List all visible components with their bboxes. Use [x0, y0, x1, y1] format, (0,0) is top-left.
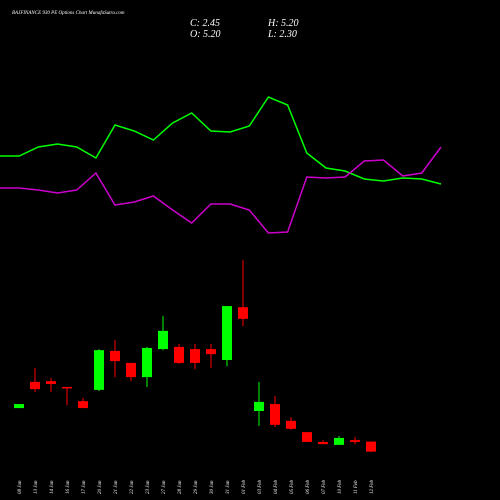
indicator-line [0, 96, 442, 185]
candle-body [174, 346, 184, 363]
x-tick-label: 08 Jan [18, 480, 23, 494]
candle-body [238, 307, 248, 319]
candle-body [94, 350, 104, 390]
x-tick-label: 17 Jan [82, 480, 87, 494]
indicator-line [0, 146, 442, 234]
ohlc-low: L: 2.30 [267, 29, 297, 40]
candle-body [142, 347, 152, 378]
x-tick-label: 01 Feb [242, 479, 247, 494]
candle-body [334, 437, 344, 445]
x-tick-label: 29 Jan [194, 480, 199, 494]
x-tick-label: 11 Feb [354, 480, 359, 494]
candle-body [14, 404, 24, 409]
candle-body [78, 401, 88, 409]
ohlc-open: O: 5.20 [190, 29, 221, 40]
x-tick-label: 12 Feb [370, 479, 375, 494]
candle-body [126, 362, 136, 378]
x-tick-label: 04 Feb [274, 479, 279, 494]
candle-body [158, 330, 168, 350]
x-tick-label: 22 Jan [130, 480, 135, 494]
candle-body [190, 349, 200, 363]
x-tick-label: 07 Feb [322, 479, 327, 494]
candle-body [222, 306, 232, 360]
x-tick-label: 10 Feb [338, 479, 343, 494]
x-tick-label: 27 Jan [162, 480, 167, 494]
candle-body [286, 420, 296, 429]
ohlc-high: H: 5.20 [267, 18, 299, 29]
candle-body [110, 350, 120, 362]
x-tick-label: 05 Feb [290, 479, 295, 494]
x-tick-label: 03 Feb [258, 479, 263, 494]
x-tick-label: 31 Jan [226, 480, 231, 494]
candle-body [30, 381, 40, 390]
candle-body [270, 404, 280, 425]
x-tick-label: 21 Jan [114, 480, 119, 494]
x-tick-label: 13 Jan [34, 480, 39, 494]
x-tick-label: 16 Jan [66, 480, 71, 494]
candle-body [206, 349, 216, 355]
x-tick-label: 06 Feb [306, 479, 311, 494]
x-tick-label: 20 Jan [98, 480, 103, 494]
candle-body [46, 381, 56, 385]
x-tick-label: 14 Jan [50, 480, 55, 494]
candle-body [302, 432, 312, 442]
candle-body [350, 440, 360, 442]
x-tick-label: 30 Jan [210, 480, 215, 494]
candle-body [62, 386, 72, 389]
candle-body [366, 441, 376, 452]
ohlc-close: C: 2.45 [190, 18, 220, 29]
x-tick-label: 23 Jan [146, 480, 151, 494]
candle-body [318, 441, 328, 445]
x-tick-label: 28 Jan [178, 480, 183, 494]
candle-body [254, 401, 264, 411]
chart-title: BAJFINANCE 930 PE Options Chart MunafaSu… [12, 11, 125, 16]
